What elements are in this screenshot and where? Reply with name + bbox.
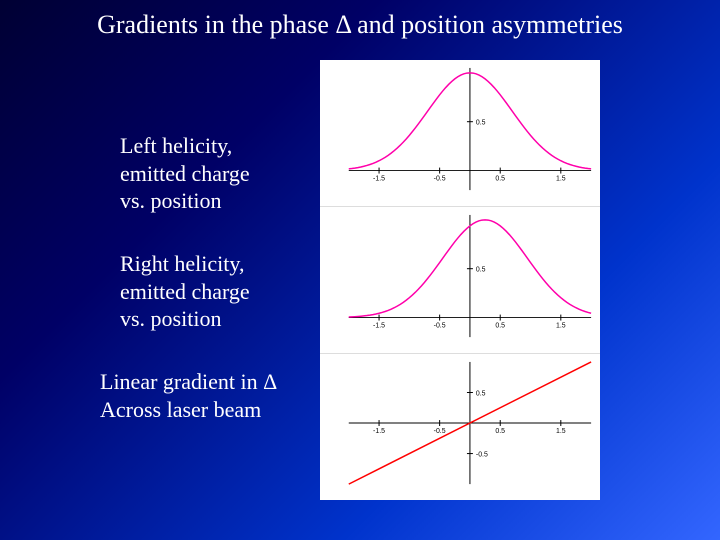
svg-text:-1.5: -1.5	[373, 175, 385, 182]
plot-panel-right-helicity: -1.5 -0.5 0.5 1.5 0.5	[320, 207, 600, 354]
label-right-helicity: Right helicity,emitted chargevs. positio…	[120, 250, 250, 333]
svg-text:-1.5: -1.5	[373, 428, 385, 435]
svg-text:-1.5: -1.5	[373, 322, 385, 329]
label-text: Linear gradient in ΔAcross laser beam	[100, 369, 277, 422]
label-text: Left helicity,emitted chargevs. position	[120, 133, 250, 213]
svg-text:0.5: 0.5	[495, 322, 505, 329]
label-left-helicity: Left helicity,emitted chargevs. position	[120, 132, 250, 215]
svg-text:-0.5: -0.5	[434, 428, 446, 435]
svg-text:0.5: 0.5	[476, 120, 486, 127]
svg-text:-0.5: -0.5	[434, 175, 446, 182]
plot-svg: -1.5 -0.5 0.5 1.5 0.5 -0.5	[320, 354, 600, 500]
svg-text:-0.5: -0.5	[434, 322, 446, 329]
plot-svg: -1.5 -0.5 0.5 1.5 0.5	[320, 60, 600, 206]
svg-text:1.5: 1.5	[556, 175, 566, 182]
plot-panel-left-helicity: -1.5 -0.5 0.5 1.5 0.5	[320, 60, 600, 207]
plot-panel-gradient: -1.5 -0.5 0.5 1.5 0.5 -0.5	[320, 354, 600, 500]
svg-text:0.5: 0.5	[495, 175, 505, 182]
svg-text:1.5: 1.5	[556, 322, 566, 329]
label-text: Right helicity,emitted chargevs. positio…	[120, 251, 250, 331]
plot-stack: -1.5 -0.5 0.5 1.5 0.5 -1.5 -0.5 0.5 1.5 0.5 -1.5…	[320, 60, 600, 500]
svg-text:0.5: 0.5	[476, 267, 486, 274]
label-linear-gradient: Linear gradient in ΔAcross laser beam	[100, 368, 277, 423]
slide-title: Gradients in the phase Δ and position as…	[0, 10, 720, 40]
plot-svg: -1.5 -0.5 0.5 1.5 0.5	[320, 207, 600, 353]
svg-text:0.5: 0.5	[495, 428, 505, 435]
svg-text:1.5: 1.5	[556, 428, 566, 435]
svg-text:-0.5: -0.5	[476, 452, 488, 459]
svg-text:0.5: 0.5	[476, 390, 486, 397]
